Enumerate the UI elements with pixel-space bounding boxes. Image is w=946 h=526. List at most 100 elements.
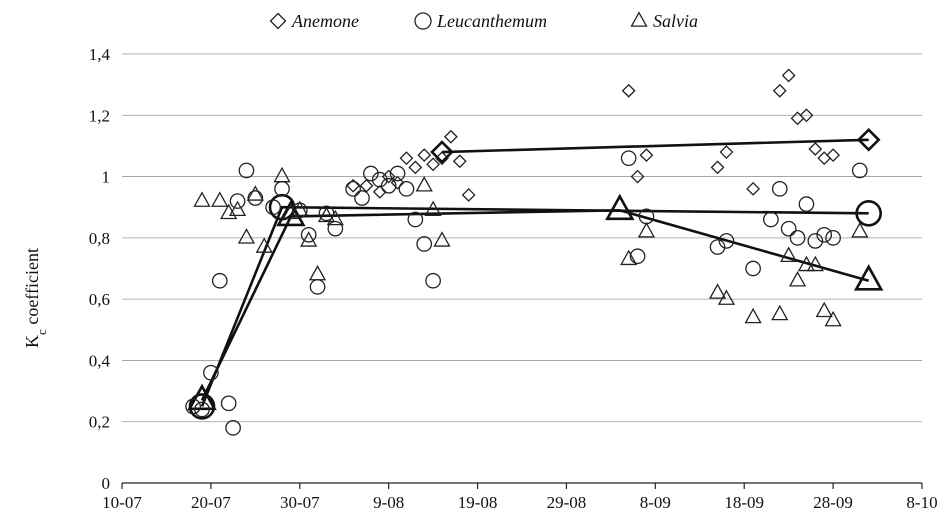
- y-tick-label: 0,6: [89, 290, 110, 309]
- leucanthemum-point: [789, 230, 806, 246]
- salvia-point: [326, 209, 344, 226]
- salvia-point: [797, 255, 816, 272]
- leucanthemum-point: [185, 398, 201, 415]
- leucanthemum-point: [380, 177, 397, 194]
- x-tick-label: 18-09: [724, 493, 764, 512]
- salvia-point: [228, 200, 247, 217]
- anemone-point: [639, 148, 654, 163]
- anemone-point: [346, 178, 361, 193]
- anemone-point: [399, 151, 414, 166]
- anemone-trend-line: [441, 138, 869, 154]
- salvia-point: [291, 200, 309, 217]
- anemone-point: [826, 148, 841, 163]
- salvia-trend-marker: [605, 193, 635, 221]
- salvia-point: [193, 191, 211, 207]
- leucanthemum-point: [238, 162, 255, 179]
- leucanthemum-point: [389, 165, 406, 182]
- anemone-trend-marker: [856, 127, 881, 152]
- leucanthemum-point: [363, 165, 379, 182]
- leucanthemum-trend-marker: [855, 200, 882, 227]
- salvia-trend-marker: [187, 383, 217, 411]
- salvia-point: [620, 249, 638, 266]
- trend-layer: [187, 127, 884, 420]
- anemone-point: [408, 160, 423, 175]
- y-axis-label: Kc coefficient: [22, 248, 49, 348]
- x-tick-label: 19-08: [458, 493, 498, 512]
- anemone-point: [621, 83, 636, 98]
- salvia-point: [744, 307, 762, 324]
- anemone-point: [359, 178, 374, 193]
- leucanthemum-point: [807, 233, 824, 249]
- leucanthemum-point: [211, 272, 228, 289]
- leucanthemum-point: [300, 226, 317, 243]
- leucanthemum-point: [816, 226, 833, 243]
- point-layer: [185, 68, 869, 436]
- anemone-point: [781, 68, 796, 83]
- salvia-point: [237, 228, 256, 244]
- x-tick-label: 8-10: [906, 493, 937, 512]
- salvia-point: [824, 310, 842, 327]
- leucanthemum-point: [798, 196, 815, 212]
- leucanthemum-point: [416, 236, 433, 252]
- anemone-point: [435, 151, 449, 166]
- y-tick-label: 0,8: [89, 229, 110, 248]
- anemone-point: [808, 142, 823, 156]
- leucanthemum-point: [763, 211, 779, 228]
- leucanthemum-point: [398, 180, 415, 197]
- y-tick-label: 0,4: [89, 351, 111, 370]
- salvia-point: [780, 246, 798, 263]
- leucanthemum-point: [247, 190, 264, 206]
- leucanthemum-point: [825, 230, 841, 246]
- leucanthemum-point: [229, 193, 246, 209]
- y-tick-label: 0: [102, 474, 111, 493]
- leucanthemum-point: [718, 233, 735, 249]
- leucanthemum-point: [629, 248, 646, 265]
- y-tick-label: 1: [102, 168, 111, 187]
- salvia-legend-icon: [630, 11, 648, 27]
- anemone-point: [719, 145, 734, 159]
- y-tick-label: 1,4: [89, 45, 111, 64]
- y-tick-label: 1,2: [89, 106, 110, 125]
- anemone-point: [630, 169, 645, 184]
- anemone-point: [452, 154, 467, 169]
- salvia-point: [300, 231, 318, 247]
- leucanthemum-point: [407, 211, 424, 228]
- x-tick-label: 30-07: [280, 493, 320, 512]
- anemone-point: [417, 148, 432, 163]
- anemone-point: [372, 184, 387, 199]
- leucanthemum-point: [425, 272, 441, 289]
- leucanthemum-point: [345, 180, 361, 197]
- leucanthemum-point: [851, 162, 868, 179]
- anemone-point: [746, 181, 761, 196]
- leucanthemum-point: [327, 220, 344, 237]
- leucanthemum-trend-line: [200, 205, 869, 407]
- grid-layer: [122, 53, 922, 423]
- leucanthemum-point: [274, 180, 290, 197]
- anemone-point: [772, 83, 787, 98]
- leucanthemum-point: [194, 401, 210, 418]
- salvia-point: [771, 304, 789, 321]
- salvia-point: [211, 191, 229, 207]
- salvia-point: [788, 271, 807, 287]
- salvia-point: [806, 255, 824, 272]
- x-tick-label: 8-09: [640, 493, 671, 512]
- anemone-point: [799, 108, 814, 123]
- y-tick-label: 0,2: [89, 413, 110, 432]
- salvia-point: [308, 264, 327, 281]
- leucanthemum-point: [780, 220, 797, 237]
- anemone-point: [426, 157, 441, 172]
- leucanthemum-point: [709, 239, 726, 255]
- leucanthemum-point: [354, 190, 370, 206]
- y-axis-label-main: K: [22, 335, 42, 348]
- legend: Anemone Leucanthemum Salvia: [269, 11, 698, 31]
- salvia-point: [851, 222, 869, 238]
- salvia-point: [255, 237, 273, 253]
- leucanthemum-point: [203, 364, 219, 381]
- y-axis-label-sub: c: [34, 329, 49, 335]
- leucanthemum-legend-icon: [414, 12, 432, 30]
- x-tick-label: 28-09: [813, 493, 853, 512]
- salvia-point: [637, 222, 656, 238]
- leucanthemum-legend-label: Leucanthemum: [436, 11, 547, 31]
